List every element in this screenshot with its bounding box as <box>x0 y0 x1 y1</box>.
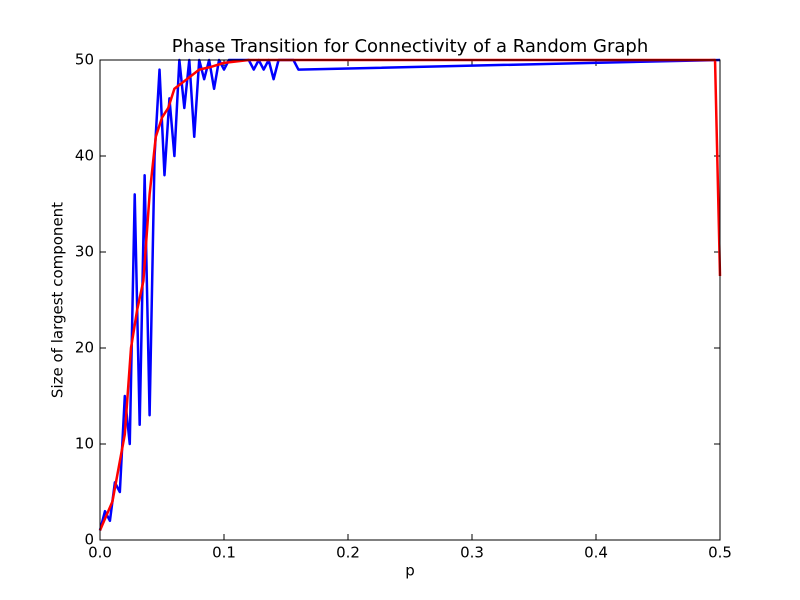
x-tick-label: 0.1 <box>212 544 236 562</box>
x-tick-label: 0.2 <box>336 544 360 562</box>
y-tick-label: 50 <box>75 51 94 69</box>
y-tick-label: 20 <box>75 339 94 357</box>
y-tick-label: 10 <box>75 435 94 453</box>
y-axis-label: Size of largest component <box>49 202 67 398</box>
chart-title: Phase Transition for Connectivity of a R… <box>172 36 649 57</box>
x-tick-label: 0.4 <box>584 544 608 562</box>
x-axis-label: p <box>405 562 415 580</box>
x-tick-label: 0.3 <box>460 544 484 562</box>
y-tick-label: 30 <box>75 243 94 261</box>
x-tick-label: 0.5 <box>708 544 732 562</box>
y-tick-label: 0 <box>84 531 94 549</box>
plot-frame <box>99 59 721 541</box>
y-tick-label: 40 <box>75 147 94 165</box>
x-tick-label: 0.0 <box>88 544 112 562</box>
